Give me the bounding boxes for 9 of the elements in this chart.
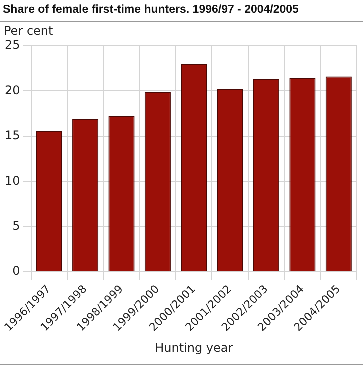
y-tick-label: 5 — [12, 218, 20, 233]
y-tick-label: 25 — [4, 38, 20, 52]
y-tick-label: 15 — [4, 128, 20, 143]
x-axis-title: Hunting year — [155, 340, 234, 355]
chart-title: Share of female first-time hunters. 1996/97 - 2004/2005 — [0, 0, 363, 22]
y-tick-label: 20 — [4, 83, 20, 98]
y-tick-label: 0 — [12, 264, 20, 278]
y-axis-title: Per cent — [4, 24, 54, 38]
y-tick-label: 10 — [4, 174, 20, 188]
